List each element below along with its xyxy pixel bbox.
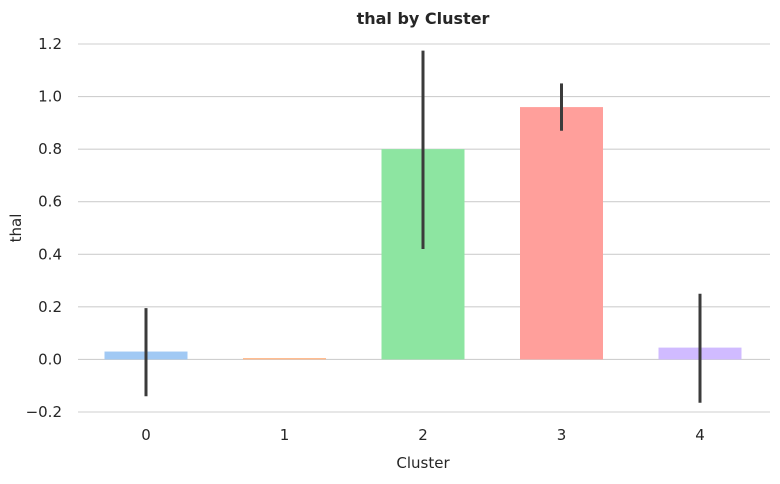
x-tick-label: 4 xyxy=(695,426,705,444)
error-bars xyxy=(144,50,702,403)
y-axis-label: thal xyxy=(7,214,25,243)
y-tick-label: −0.2 xyxy=(26,403,62,421)
y-tick-label: 1.0 xyxy=(38,88,62,106)
y-tick-label: 0.0 xyxy=(38,350,62,368)
x-tick-label: 2 xyxy=(418,426,428,444)
x-axis-label: Cluster xyxy=(396,454,450,472)
bar-cluster-3 xyxy=(520,107,603,360)
x-tick-label: 3 xyxy=(557,426,567,444)
y-tick-label: 0.6 xyxy=(38,193,62,211)
y-tick-label: 0.2 xyxy=(38,298,62,316)
x-tick-label: 1 xyxy=(280,426,290,444)
x-tick-label: 0 xyxy=(141,426,151,444)
bar-cluster-1 xyxy=(243,358,326,360)
y-tick-labels: −0.2 0.0 0.2 0.4 0.6 0.8 1.0 1.2 xyxy=(26,35,62,421)
y-tick-label: 0.8 xyxy=(38,140,62,158)
y-tick-label: 0.4 xyxy=(38,245,62,263)
chart-title: thal by Cluster xyxy=(357,9,490,28)
y-tick-label: 1.2 xyxy=(38,35,62,53)
x-tick-labels: 0 1 2 3 4 xyxy=(141,426,705,444)
